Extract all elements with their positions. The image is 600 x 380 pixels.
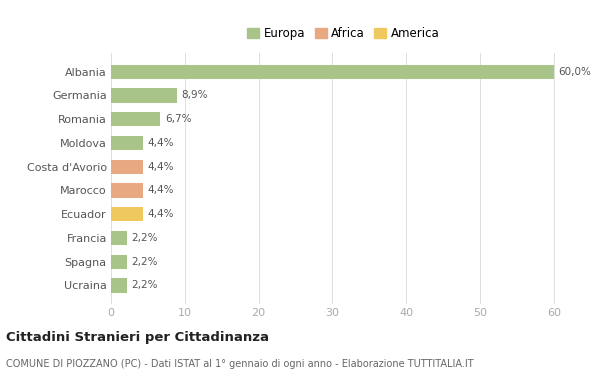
Bar xyxy=(111,231,127,245)
Bar xyxy=(111,88,176,103)
Text: 6,7%: 6,7% xyxy=(165,114,191,124)
Text: 4,4%: 4,4% xyxy=(148,185,175,195)
Bar xyxy=(111,112,160,126)
Text: 2,2%: 2,2% xyxy=(131,257,158,267)
Text: 4,4%: 4,4% xyxy=(148,138,175,148)
Text: 2,2%: 2,2% xyxy=(131,280,158,290)
Bar xyxy=(111,65,554,79)
Text: 4,4%: 4,4% xyxy=(148,209,175,219)
Bar xyxy=(111,160,143,174)
Text: 60,0%: 60,0% xyxy=(558,67,591,77)
Text: 8,9%: 8,9% xyxy=(181,90,208,100)
Bar xyxy=(111,255,127,269)
Text: 2,2%: 2,2% xyxy=(131,233,158,243)
Text: Cittadini Stranieri per Cittadinanza: Cittadini Stranieri per Cittadinanza xyxy=(6,331,269,344)
Text: 4,4%: 4,4% xyxy=(148,162,175,172)
Text: COMUNE DI PIOZZANO (PC) - Dati ISTAT al 1° gennaio di ogni anno - Elaborazione T: COMUNE DI PIOZZANO (PC) - Dati ISTAT al … xyxy=(6,359,473,369)
Bar xyxy=(111,207,143,221)
Bar xyxy=(111,136,143,150)
Legend: Europa, Africa, America: Europa, Africa, America xyxy=(245,25,442,42)
Bar xyxy=(111,278,127,293)
Bar xyxy=(111,183,143,198)
